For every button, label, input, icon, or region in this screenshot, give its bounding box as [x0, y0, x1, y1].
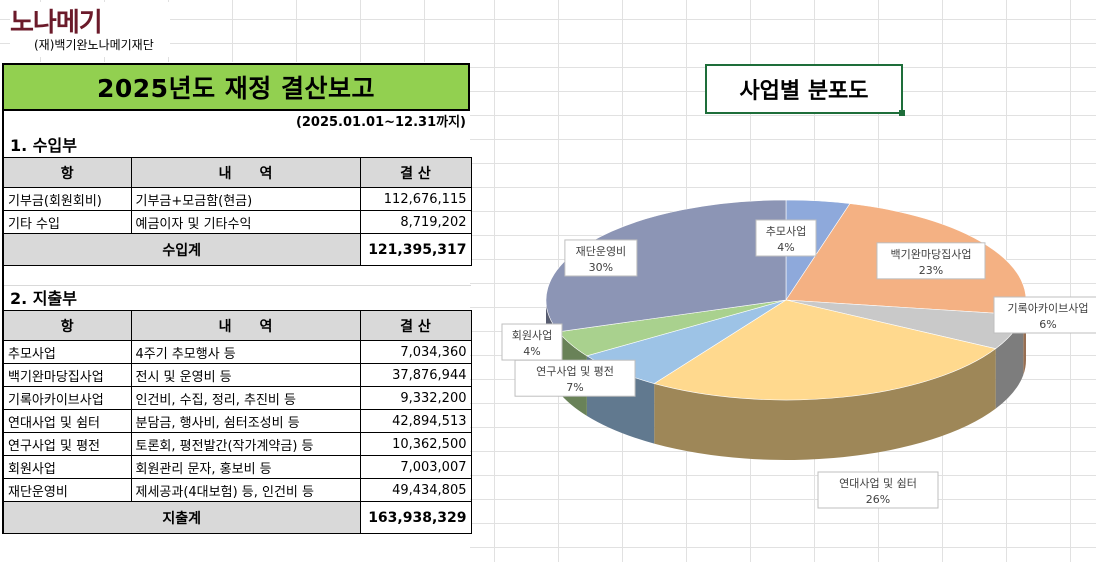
header-item[interactable]: 항 — [2, 157, 132, 188]
data-label-category: 회원사업 — [512, 329, 552, 342]
data-label-category: 연대사업 및 쉼터 — [839, 477, 917, 490]
data-label-box — [993, 296, 1096, 334]
data-label[interactable]: 기록아카이브사업 6% — [993, 296, 1096, 334]
row-amount[interactable]: 42,894,513 — [359, 409, 472, 433]
row-amount[interactable]: 37,876,944 — [359, 363, 472, 387]
income-total-value[interactable]: 121,395,317 — [359, 233, 472, 266]
income-total-label[interactable]: 수입계 — [2, 233, 361, 266]
data-label-box — [514, 359, 636, 397]
data-label-category: 연구사업 및 평전 — [536, 365, 614, 378]
expense-header-row: 항 내 역 결 산 — [2, 310, 472, 341]
data-label-box — [817, 471, 939, 509]
row-item[interactable]: 연구사업 및 평전 — [2, 432, 132, 456]
income-table: 항 내 역 결 산 기부금(회원회비) 기부금+모금함(현금) 112,676,… — [2, 157, 472, 286]
data-label-percent: 30% — [589, 261, 613, 274]
row-detail[interactable]: 토론회, 평전발간(작가계약금) 등 — [130, 432, 361, 456]
row-amount[interactable]: 49,434,805 — [359, 478, 472, 502]
data-label-percent: 23% — [919, 264, 943, 277]
table-row: 연대사업 및 쉼터 분담금, 행사비, 쉼터조성비 등 42,894,513 — [2, 409, 472, 433]
row-item[interactable]: 기부금(회원회비) — [2, 187, 132, 211]
data-label-category: 기록아카이브사업 — [1008, 302, 1089, 315]
report-period[interactable]: (2025.01.01~12.31까지) — [2, 111, 470, 133]
row-amount[interactable]: 7,034,360 — [359, 340, 472, 364]
report-title[interactable]: 2025년도 재정 결산보고 — [2, 63, 470, 111]
expense-table: 항 내 역 결 산 추모사업 4주기 추모행사 등 7,034,360 백기완마… — [2, 310, 472, 534]
income-section-title[interactable]: 1. 수입부 — [2, 133, 470, 157]
row-amount[interactable]: 7,003,007 — [359, 455, 472, 479]
row-amount[interactable]: 9,332,200 — [359, 386, 472, 410]
expense-total-row: 지출계 163,938,329 — [2, 501, 472, 534]
header-amount[interactable]: 결 산 — [359, 157, 472, 188]
spacer-cell[interactable] — [2, 265, 471, 286]
data-label-box — [755, 219, 817, 257]
data-label-category: 백기완마당집사업 — [890, 248, 971, 261]
row-detail[interactable]: 분담금, 행사비, 쉼터조성비 등 — [130, 409, 361, 433]
settlement-report: 2025년도 재정 결산보고 (2025.01.01~12.31까지) 1. 수… — [2, 63, 472, 534]
pie-slice-side-기록아카이브사업[interactable] — [995, 314, 1024, 409]
table-row: 연구사업 및 평전 토론회, 평전발간(작가계약금) 등 10,362,500 — [2, 432, 472, 456]
expense-total-value[interactable]: 163,938,329 — [359, 501, 472, 534]
table-row: 추모사업 4주기 추모행사 등 7,034,360 — [2, 340, 472, 364]
income-total-row: 수입계 121,395,317 — [2, 233, 472, 266]
row-detail[interactable]: 4주기 추모행사 등 — [130, 340, 361, 364]
row-detail[interactable]: 기부금+모금함(현금) — [130, 187, 361, 211]
data-label-category: 추모사업 — [766, 225, 806, 238]
row-detail[interactable]: 예금이자 및 기타수익 — [130, 210, 361, 234]
row-amount[interactable]: 8,719,202 — [359, 210, 472, 234]
data-label[interactable]: 재단운영비 30% — [564, 239, 638, 277]
row-detail[interactable]: 전시 및 운영비 등 — [130, 363, 361, 387]
data-label-percent: 4% — [777, 241, 794, 254]
row-amount[interactable]: 10,362,500 — [359, 432, 472, 456]
row-item[interactable]: 연대사업 및 쉼터 — [2, 409, 132, 433]
data-label[interactable]: 회원사업 4% — [501, 323, 563, 361]
data-label-percent: 6% — [1039, 318, 1056, 331]
data-label-category: 재단운영비 — [576, 245, 627, 258]
expense-section-title[interactable]: 2. 지출부 — [2, 286, 470, 310]
table-row: 회원사업 회원관리 문자, 홍보비 등 7,003,007 — [2, 455, 472, 479]
chart-title[interactable]: 사업별 분포도 — [705, 64, 905, 116]
row-detail[interactable]: 회원관리 문자, 홍보비 등 — [130, 455, 361, 479]
table-row: 기타 수입 예금이자 및 기타수익 8,719,202 — [2, 210, 472, 234]
data-label[interactable]: 백기완마당집사업 23% — [876, 242, 986, 280]
data-label-percent: 7% — [566, 381, 583, 394]
data-label-percent: 4% — [523, 345, 540, 358]
row-item[interactable]: 회원사업 — [2, 455, 132, 479]
row-item[interactable]: 추모사업 — [2, 340, 132, 364]
row-item[interactable]: 기록아카이브사업 — [2, 386, 132, 410]
row-item[interactable]: 기타 수입 — [2, 210, 132, 234]
header-amount[interactable]: 결 산 — [359, 310, 472, 341]
expense-total-label[interactable]: 지출계 — [2, 501, 361, 534]
logo-subtitle: (재)백기완노나메기재단 — [34, 38, 154, 52]
header-detail[interactable]: 내 역 — [130, 157, 361, 188]
row-detail[interactable]: 인건비, 수집, 정리, 추진비 등 — [130, 386, 361, 410]
row-item[interactable]: 재단운영비 — [2, 478, 132, 502]
foundation-logo: 노나메기 (재)백기완노나메기재단 — [10, 2, 170, 57]
data-label[interactable]: 추모사업 4% — [755, 219, 817, 257]
chart-title-text: 사업별 분포도 — [739, 79, 869, 104]
income-header-row: 항 내 역 결 산 — [2, 157, 472, 188]
row-detail[interactable]: 제세공과(4대보험) 등, 인건비 등 — [130, 478, 361, 502]
table-row: 백기완마당집사업 전시 및 운영비 등 37,876,944 — [2, 363, 472, 387]
resize-handle[interactable] — [899, 110, 905, 116]
header-item[interactable]: 항 — [2, 310, 132, 341]
header-detail[interactable]: 내 역 — [130, 310, 361, 341]
data-label-percent: 26% — [866, 493, 890, 506]
data-label-box — [501, 323, 563, 361]
row-item[interactable]: 백기완마당집사업 — [2, 363, 132, 387]
data-label-box — [564, 239, 638, 277]
row-amount[interactable]: 112,676,115 — [359, 187, 472, 211]
pie-slice-연대사업 및 쉼터[interactable] — [653, 299, 997, 401]
logo-title: 노나메기 — [10, 8, 103, 38]
data-label[interactable]: 연구사업 및 평전 7% — [514, 359, 636, 397]
table-row: 재단운영비 제세공과(4대보험) 등, 인건비 등 49,434,805 — [2, 478, 472, 502]
data-label-box — [876, 242, 986, 280]
data-label[interactable]: 연대사업 및 쉼터 26% — [817, 471, 939, 509]
table-row: 기록아카이브사업 인건비, 수집, 정리, 추진비 등 9,332,200 — [2, 386, 472, 410]
table-row: 기부금(회원회비) 기부금+모금함(현금) 112,676,115 — [2, 187, 472, 211]
pie-slice-side-연대사업 및 쉼터[interactable] — [654, 348, 996, 460]
